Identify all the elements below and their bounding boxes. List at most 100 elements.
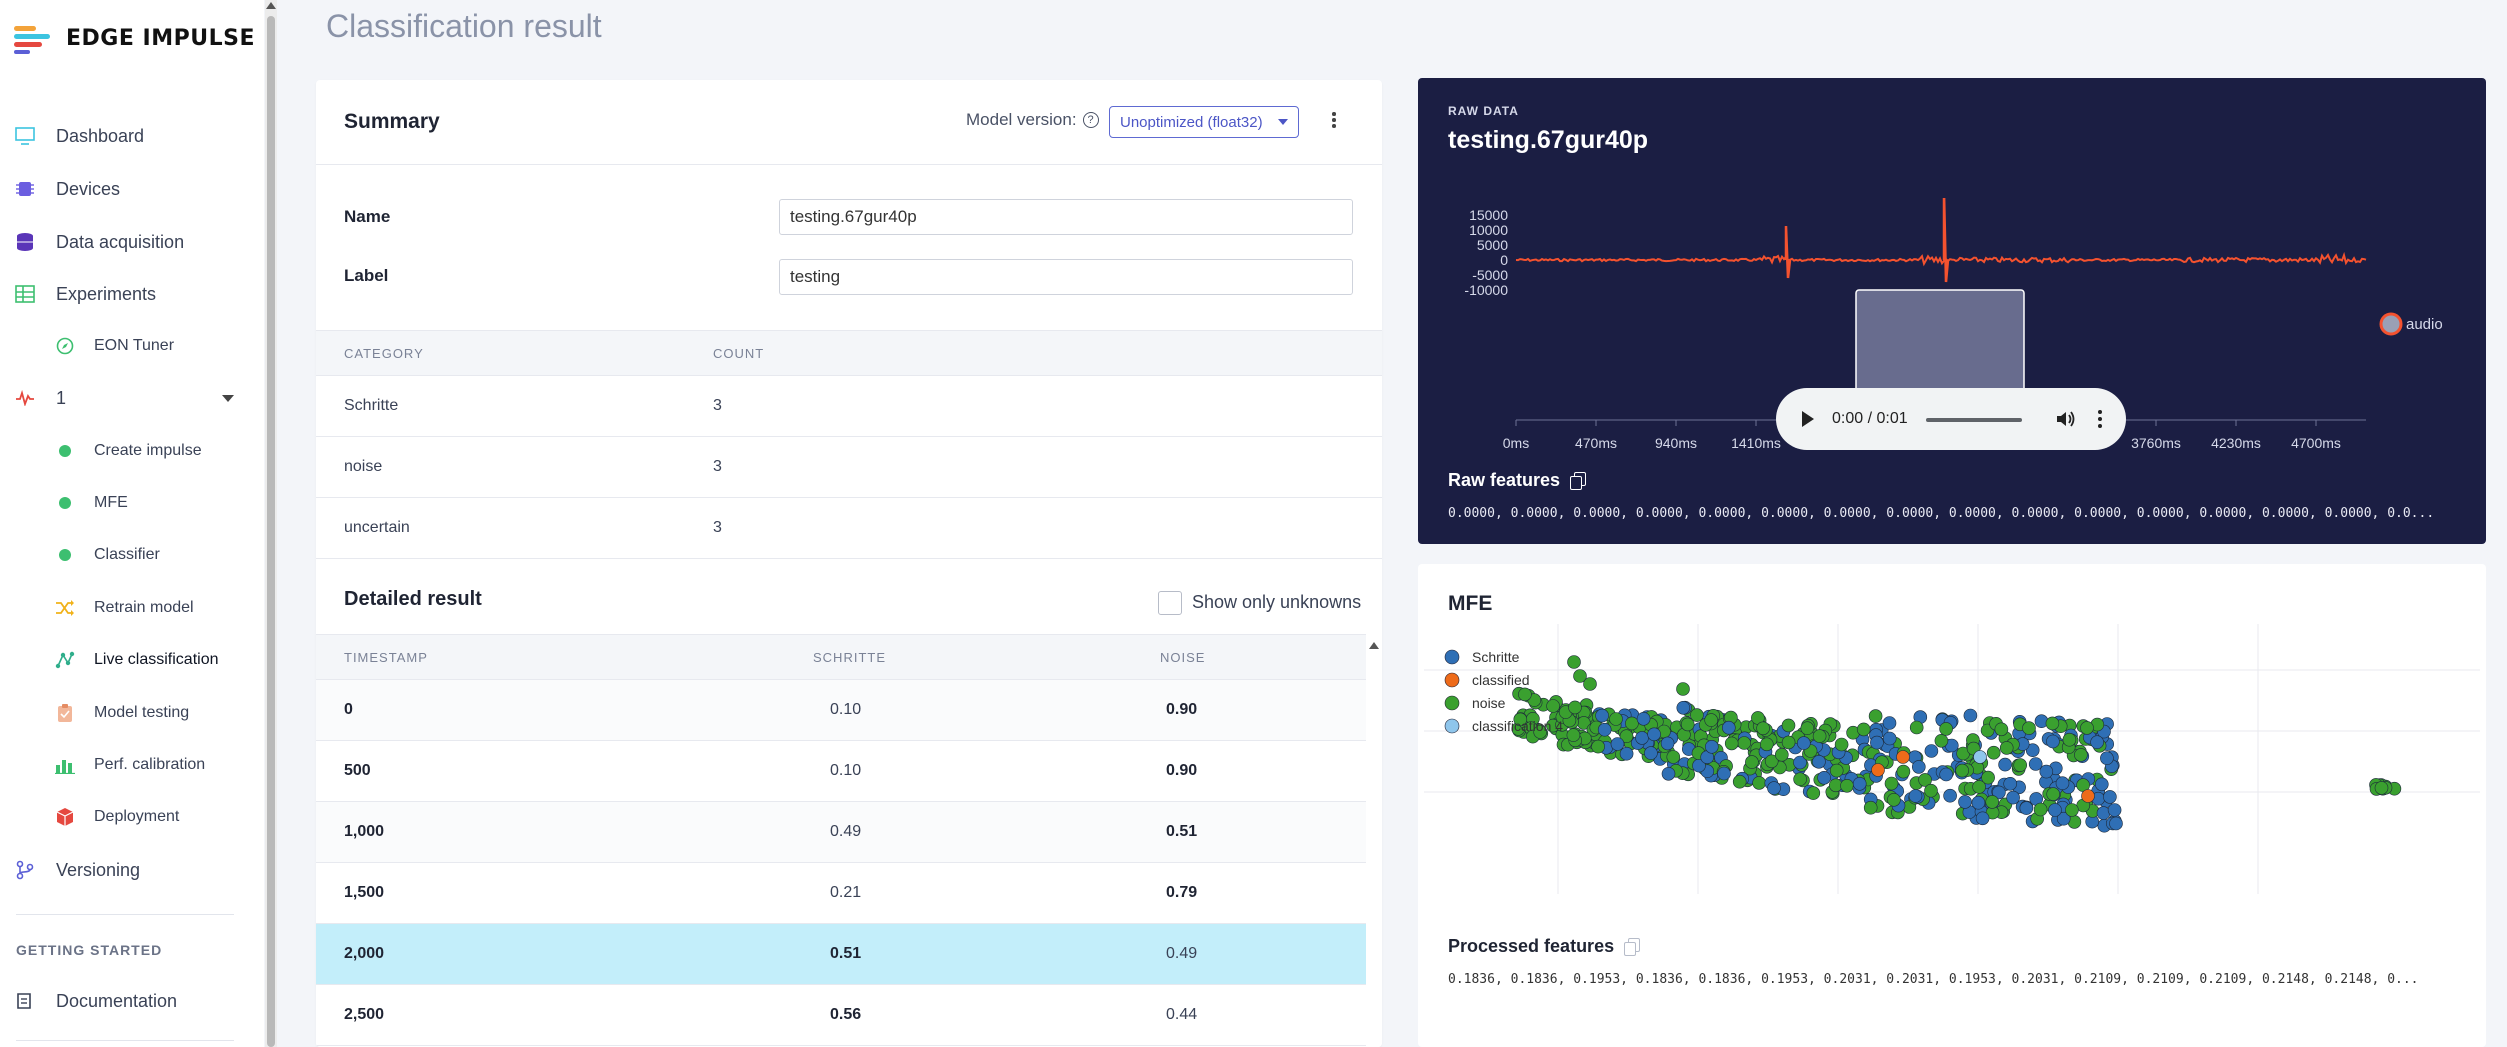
cell-count: 3 xyxy=(713,458,722,475)
detailed-table-scrollbar[interactable] xyxy=(1366,634,1382,1047)
scatter-point xyxy=(2080,721,2094,735)
cell-category: uncertain xyxy=(344,519,410,536)
help-icon[interactable]: ? xyxy=(1082,112,1099,128)
nav-devices[interactable]: Devices xyxy=(0,174,120,204)
table-row: Schritte 3 xyxy=(316,376,1382,437)
table-row[interactable]: 0 0.10 0.90 xyxy=(316,680,1366,741)
scatter-point xyxy=(1975,811,1990,826)
nav-classifier[interactable]: Classifier xyxy=(0,540,160,570)
model-version-select[interactable]: Unoptimized (float32) xyxy=(1109,106,1299,138)
scatter-point xyxy=(2055,776,2070,790)
sidebar-divider xyxy=(16,914,234,915)
show-unknowns-checkbox[interactable] xyxy=(1158,591,1182,615)
scatter-point xyxy=(1882,731,1897,746)
cell-category: noise xyxy=(344,458,383,475)
legend-label-schritte: Schritte xyxy=(1472,649,1520,665)
nav-mfe[interactable]: MFE xyxy=(0,488,128,518)
scatter-point xyxy=(2062,732,2077,747)
sidebar-scrollbar-thumb[interactable] xyxy=(267,16,275,1047)
scroll-up-arrow-icon[interactable] xyxy=(266,2,276,9)
table-row[interactable]: 500 0.10 0.90 xyxy=(316,741,1366,802)
scatter-point xyxy=(1759,737,1774,752)
nav-deployment[interactable]: Deployment xyxy=(0,802,179,832)
more-options-icon[interactable] xyxy=(1332,112,1336,130)
chevron-down-icon[interactable] xyxy=(222,395,234,402)
table-row[interactable]: 1,500 0.21 0.79 xyxy=(316,863,1366,924)
scatter-point xyxy=(1568,700,1582,715)
more-options-icon[interactable] xyxy=(2098,410,2102,431)
label-field[interactable]: testing xyxy=(779,259,1353,295)
nav-dashboard[interactable]: Dashboard xyxy=(0,121,144,151)
legend-marker-noise xyxy=(1444,695,1460,711)
nav-model-testing[interactable]: Model testing xyxy=(0,698,189,728)
scatter-point xyxy=(1911,760,1926,774)
scatter-points xyxy=(1511,655,2402,833)
scatter-point xyxy=(1610,737,1625,751)
volume-icon[interactable] xyxy=(2056,410,2076,428)
scatter-point xyxy=(1800,721,1815,735)
scatter-point xyxy=(1573,669,1587,683)
scatter-point xyxy=(1721,720,1736,735)
scatter-point xyxy=(1635,731,1649,745)
scatter-point xyxy=(2033,802,2048,817)
scatter-point xyxy=(1647,727,1661,742)
cell-schritte: 0.51 xyxy=(830,945,862,962)
raw-data-card: RAW DATA testing.67gur40p 15000 10000 5000… xyxy=(1418,78,2486,544)
table-row[interactable]: 1,000 0.49 0.51 xyxy=(316,802,1366,863)
col-timestamp: TIMESTAMP xyxy=(344,650,428,665)
table-row-selected[interactable]: 2,000 0.51 0.49 xyxy=(316,924,1366,985)
mfe-title: MFE xyxy=(1448,592,1493,615)
scatter-point xyxy=(1999,741,2014,755)
nav-data-acquisition[interactable]: Data acquisition xyxy=(0,227,184,257)
scatter-point xyxy=(1806,786,1821,800)
nav-label: Dashboard xyxy=(56,125,145,146)
scatter-point xyxy=(1871,763,1885,777)
nav-impulse-1[interactable]: 1 xyxy=(0,383,248,413)
nav-live-classification[interactable]: Live classification xyxy=(0,645,219,675)
scatter-point xyxy=(1934,734,1949,748)
scatter-point xyxy=(2094,777,2109,792)
nav-label: EON Tuner xyxy=(94,337,175,354)
copy-icon[interactable] xyxy=(1624,938,1641,956)
y-tick-label: -5000 xyxy=(1472,267,1508,283)
table-row[interactable]: 2,500 0.56 0.44 xyxy=(316,985,1366,1046)
nav-experiments[interactable]: Experiments xyxy=(0,279,156,309)
cell-noise: 0.90 xyxy=(1166,762,1198,779)
y-tick-label: 5000 xyxy=(1477,237,1508,253)
cell-noise: 0.49 xyxy=(1166,945,1198,962)
scatter-point xyxy=(1939,767,1954,782)
nav-retrain-model[interactable]: Retrain model xyxy=(0,593,194,623)
scatter-legend: Schritte classified noise classification… xyxy=(1444,649,1563,734)
scatter-point xyxy=(1924,783,1938,798)
copy-icon[interactable] xyxy=(1570,472,1587,490)
scroll-up-arrow-icon[interactable] xyxy=(1369,642,1379,649)
nav-documentation[interactable]: Documentation xyxy=(0,986,177,1016)
play-icon[interactable] xyxy=(1802,411,1814,427)
scatter-point xyxy=(1887,793,1901,807)
scatter-point xyxy=(1518,687,1532,702)
audio-player[interactable]: 0:00 / 0:01 xyxy=(1776,388,2126,450)
scatter-point xyxy=(1896,750,1910,764)
scatter-point xyxy=(1764,754,1779,769)
scatter-point xyxy=(2074,748,2088,762)
name-field[interactable]: testing.67gur40p xyxy=(779,199,1353,235)
nav-create-impulse[interactable]: Create impulse xyxy=(0,436,202,466)
show-unknowns-label[interactable]: Show only unknowns xyxy=(1192,592,1362,612)
nav-eon-tuner[interactable]: EON Tuner xyxy=(0,331,174,361)
legend-marker-classified xyxy=(1444,672,1460,688)
brand-name: EDGE IMPULSE xyxy=(66,25,255,51)
scatter-point xyxy=(1972,780,1986,794)
cell-timestamp: 2,500 xyxy=(344,1006,385,1023)
nav-perf-calibration[interactable]: Perf. calibration xyxy=(0,750,205,780)
audio-progress-bar[interactable] xyxy=(1926,418,2022,422)
brand-logo[interactable]: EDGE IMPULSE xyxy=(14,24,255,54)
mfe-scatter-plot[interactable]: Schritte classified noise classification… xyxy=(1418,614,2486,904)
nav-versioning[interactable]: Versioning xyxy=(0,855,140,885)
raw-features-label: Raw features xyxy=(1448,470,1561,490)
audio-legend-marker xyxy=(2379,312,2403,336)
scatter-point xyxy=(1896,764,1911,779)
scatter-point xyxy=(1868,709,1883,723)
col-category: CATEGORY xyxy=(344,346,424,361)
caret-down-icon xyxy=(1278,119,1288,125)
scatter-point xyxy=(2065,803,2079,817)
